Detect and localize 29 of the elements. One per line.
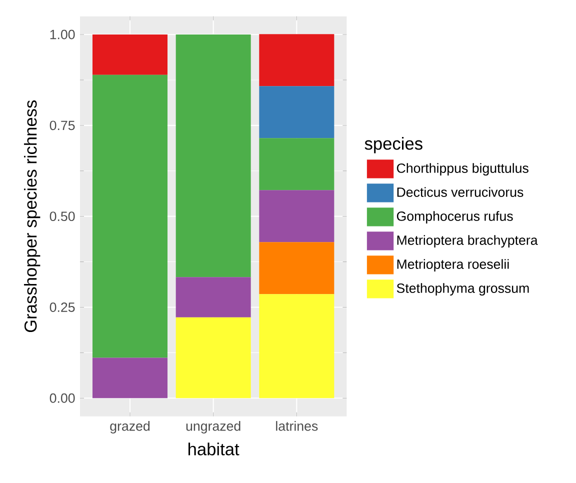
bar (92, 74, 168, 358)
x-tick-label: grazed (110, 421, 150, 434)
y-tick-label: 0.50 (50, 212, 75, 222)
bar (259, 242, 334, 294)
y-tick-label: 1.00 (50, 30, 75, 40)
bar (259, 294, 334, 398)
x-tick-label: ungrazed (186, 421, 240, 434)
bar (176, 277, 251, 318)
legend-label: Metrioptera brachyptera (397, 235, 538, 248)
bar (259, 138, 334, 190)
bar (259, 34, 334, 86)
y-tick-label: 0.25 (50, 302, 75, 312)
y-axis-title: Grasshopper species richness (24, 100, 40, 332)
legend-label: Chorthippus biguttulus (396, 163, 528, 176)
x-tick-label: latrines (276, 421, 318, 431)
bar (92, 358, 168, 398)
y-tick-label: 0.00 (50, 393, 75, 403)
legend-label: Gomphocerus rufus (396, 211, 513, 224)
legend-label: Metrioptera roeselii (397, 259, 509, 272)
y-tick-label: 0.75 (50, 120, 75, 130)
bar (92, 34, 168, 75)
bar (176, 317, 251, 398)
bar (259, 190, 334, 242)
bar (259, 86, 334, 138)
legend-label: Decticus verrucivorus (397, 187, 524, 197)
legend-label: Stethophyma grossum (396, 283, 529, 296)
x-axis-title: habitat (188, 442, 240, 456)
bar (176, 34, 251, 278)
legend-title: species (364, 137, 422, 154)
